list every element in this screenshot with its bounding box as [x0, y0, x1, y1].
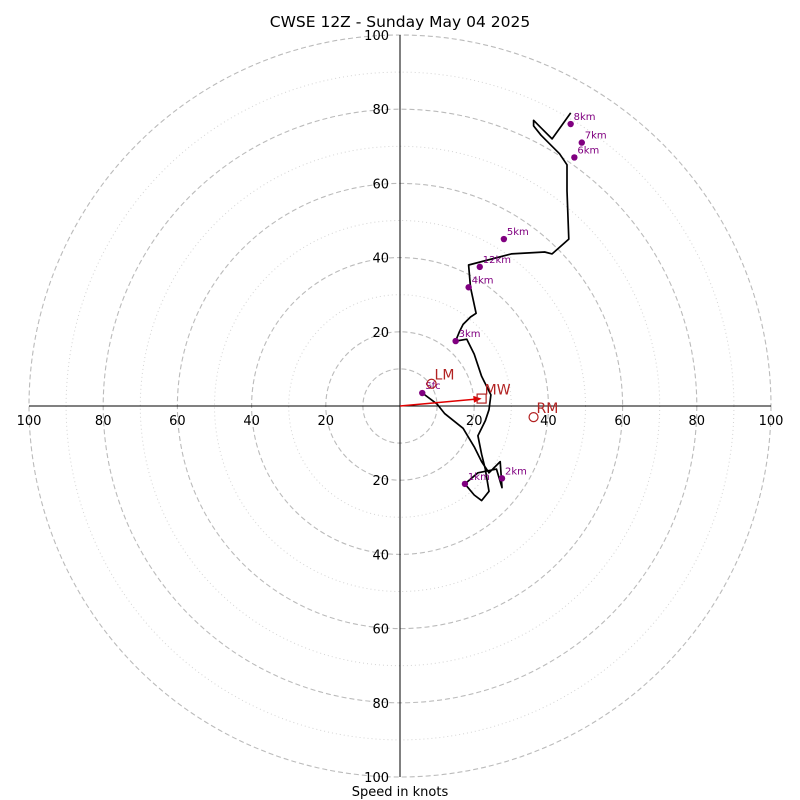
hodograph-line: [421, 112, 572, 502]
height-marker-point: [461, 480, 469, 488]
y-tick-label: 100: [364, 29, 389, 44]
storm-motion-label: LM: [435, 368, 455, 384]
height-marker-label: 3km: [459, 329, 481, 340]
mean-wind-vector: [399, 395, 482, 407]
y-tick-label: 80: [372, 697, 389, 712]
height-marker-label: 12km: [483, 255, 511, 266]
x-tick-label: 80: [95, 414, 112, 429]
height-marker-point: [465, 284, 472, 291]
x-tick-label: 20: [318, 414, 335, 429]
chart-title: CWSE 12Z - Sunday May 04 2025: [270, 13, 531, 31]
storm-motion-markers: LM MW RM: [426, 368, 559, 423]
height-marker-point: [419, 389, 426, 397]
y-tick-label: 20: [372, 474, 389, 489]
y-tick-label: 20: [372, 326, 389, 341]
height-marker-point: [452, 337, 459, 345]
height-marker-label: 2km: [505, 466, 527, 477]
tick-labels: 100 100 80 80 60 60 40 40 20 20 20 20 40 40 60 60 80 80 10…: [17, 29, 784, 786]
wind-trace: [421, 112, 572, 502]
height-marker-point: [498, 475, 506, 482]
height-marker-label: 7km: [585, 131, 607, 142]
x-tick-label: 100: [759, 414, 784, 429]
height-marker-label: Sfc: [425, 381, 440, 392]
height-marker-point: [578, 139, 585, 146]
x-tick-label: 100: [17, 414, 42, 429]
x-axis-label: Speed in knots: [352, 785, 449, 800]
height-marker-point: [500, 235, 508, 243]
height-marker-label: 8km: [574, 112, 596, 123]
storm-motion-label: RM: [537, 401, 559, 417]
x-tick-label: 40: [540, 414, 557, 429]
height-marker-point: [567, 120, 574, 128]
height-marker-point: [476, 263, 483, 271]
y-tick-label: 80: [372, 103, 389, 118]
x-tick-label: 80: [689, 414, 706, 429]
height-marker-point: [571, 154, 578, 161]
y-tick-label: 40: [372, 548, 389, 563]
y-tick-label: 60: [372, 177, 389, 192]
y-tick-label: 100: [364, 771, 389, 786]
x-tick-label: 60: [169, 414, 186, 429]
height-marker-label: 4km: [472, 275, 494, 286]
storm-motion-marker: [528, 412, 539, 423]
x-tick-label: 60: [614, 414, 631, 429]
storm-motion-marker: [426, 378, 437, 389]
storm-motion-marker: [476, 393, 487, 404]
y-tick-label: 60: [372, 623, 389, 638]
height-marker-label: 1km: [468, 472, 490, 483]
x-tick-label: 40: [243, 414, 260, 429]
height-marker-label: 5km: [507, 227, 529, 238]
mean-wind-arrow-shaft: [399, 398, 479, 407]
y-tick-label: 40: [372, 252, 389, 267]
storm-motion-label: MW: [485, 383, 511, 399]
height-marker-label: 6km: [577, 145, 599, 156]
height-markers: Sfc 1km 2km 3km 4km 5km 6km 7km 8km 12km: [419, 112, 607, 488]
x-tick-label: 20: [466, 414, 483, 429]
